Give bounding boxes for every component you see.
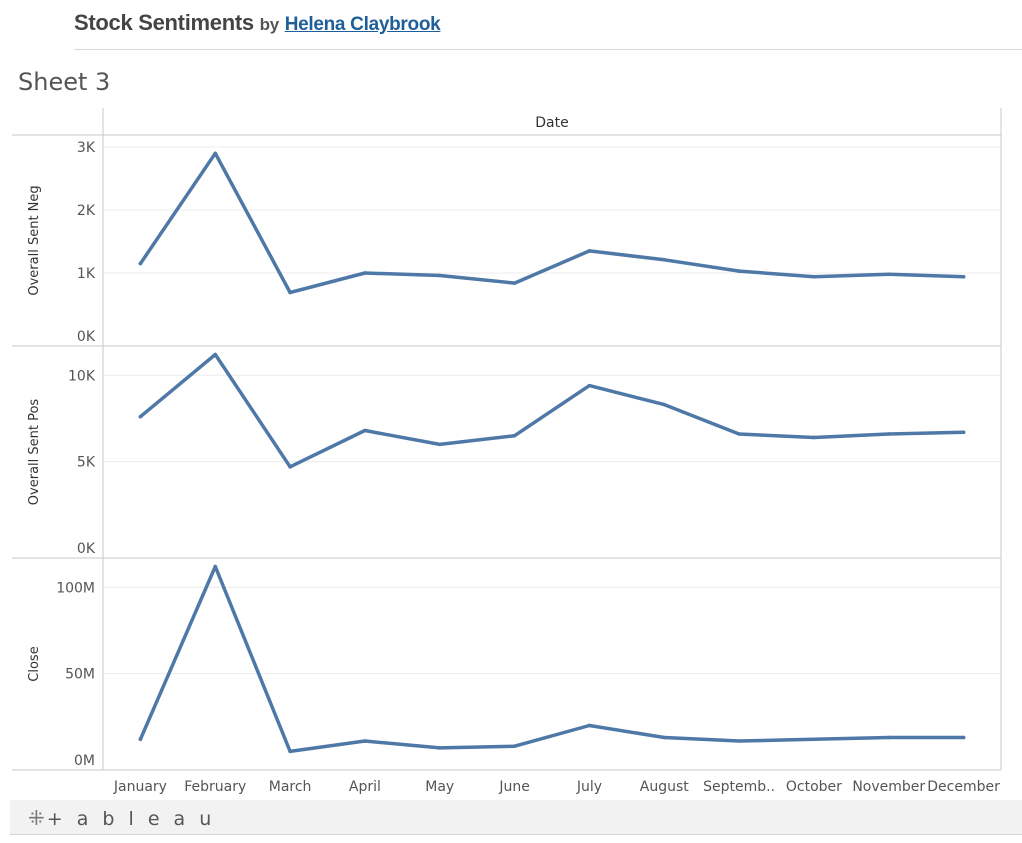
data-point [812,274,816,279]
data-point [437,746,442,750]
tableau-logo[interactable]: ⁜ + a b l e a u [28,806,215,830]
data-point [886,272,891,277]
data-point [288,465,292,469]
y-tick-label: 0M [74,753,95,769]
x-tick-label: August [640,779,690,795]
data-point [363,271,367,275]
data-point [737,739,741,743]
y-tick-label: 1K [77,266,96,282]
data-point [812,737,816,742]
data-point [961,274,966,279]
data-point [437,442,442,447]
data-point [737,432,741,436]
y-tick-label: 10K [68,368,96,384]
y-tick-label: 3K [77,140,96,156]
data-point [587,383,592,388]
data-point [213,151,218,156]
data-point [512,281,517,285]
line-chart: Date 0K 1K 2K 3K Overall Sent Neg 0K 5K 10K Overa… [12,108,1002,795]
x-tick-label: May [425,779,454,795]
y-axis-label: Close [27,646,42,681]
series-line [138,564,966,754]
data-point [512,744,517,748]
x-tick-label: July [576,779,602,795]
dashboard-title: Stock Sentiments [74,10,254,35]
x-tick-label: June [498,779,530,795]
x-tick-label: Septemb.. [703,779,775,795]
x-tick-label: March [269,779,312,795]
data-point [886,432,891,436]
data-point [288,290,292,295]
x-tick-label: October [786,779,842,795]
by-text: by [259,15,280,34]
dashboard-header: Stock Sentiments by Helena Claybrook [74,8,1022,50]
data-point [662,257,667,262]
data-point [961,430,966,435]
data-point [138,737,143,742]
data-point [812,435,816,440]
x-tick-label: December [927,779,1000,795]
tableau-wordmark: + a b l e a u [46,808,216,830]
data-point [587,249,592,253]
y-tick-label: 50M [65,667,95,683]
y-axis-label: Overall Sent Pos [27,399,42,506]
data-point [138,414,143,419]
data-point [737,269,741,273]
tableau-footer: ⁜ + a b l e a u [10,800,1022,835]
x-tick-label: February [184,779,246,795]
data-point [288,749,292,754]
tableau-cross-icon: ⁜ [28,806,45,830]
data-point [437,273,442,278]
series-line [138,352,966,469]
data-point [961,735,966,740]
data-point [363,739,367,743]
column-header-date: Date [535,115,568,131]
data-point [662,735,667,740]
y-tick-label: 0K [77,541,96,557]
data-point [512,433,517,438]
y-tick-label: 0K [77,329,96,345]
y-axis-label: Overall Sent Neg [27,185,42,295]
y-tick-label: 5K [77,455,96,471]
x-tick-label: January [113,779,167,795]
author-link[interactable]: Helena Claybrook [284,14,441,35]
dashboard-title-line: Stock Sentiments by Helena Claybrook [74,10,441,36]
y-tick-label: 100M [56,580,95,596]
x-tick-label: April [349,779,381,795]
data-point [587,723,592,728]
series-line [138,151,966,295]
data-point [662,402,667,407]
data-point [138,261,143,266]
data-point [886,735,891,740]
sheet-title: Sheet 3 [18,68,111,96]
x-tick-label: November [852,779,925,795]
data-point [363,428,367,433]
data-point [213,352,218,357]
y-tick-label: 2K [77,203,96,219]
data-point [213,564,218,569]
